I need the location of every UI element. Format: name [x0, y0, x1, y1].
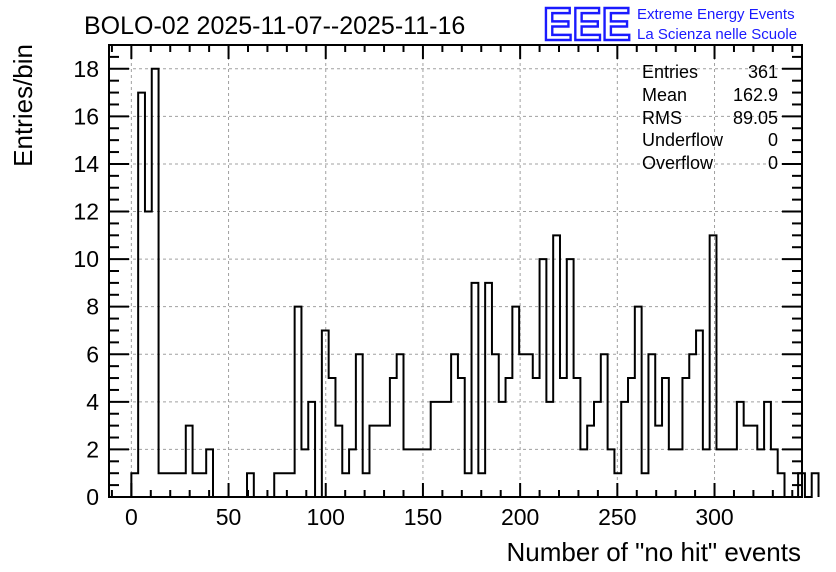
logo-line-2: La Scienza nelle Scuole — [637, 26, 797, 43]
x-axis-label: Number of "no hit" events — [507, 537, 802, 567]
stats-box: Entries 361 Mean 162.9 RMS 89.05 Underfl… — [642, 62, 778, 173]
stats-label-underflow: Underflow — [642, 130, 724, 150]
y-tick-label: 6 — [86, 341, 99, 367]
y-tick-label: 16 — [73, 103, 99, 129]
y-tick-label: 10 — [73, 246, 99, 272]
grid-layer — [109, 45, 802, 497]
stats-value-entries: 361 — [748, 62, 778, 82]
stats-label-entries: Entries — [642, 62, 698, 82]
tick-labels-layer: 0 50 100 150 200 250 300 0 2 4 6 8 10 12 14 16 18 — [73, 56, 733, 530]
y-tick-label: 0 — [86, 484, 99, 510]
logo-line-1: Extreme Energy Events — [637, 6, 795, 23]
y-tick-label: 8 — [86, 294, 99, 320]
logo-mark: EEE — [543, 0, 631, 50]
stats-value-rms: 89.05 — [733, 108, 778, 128]
chart-title: BOLO-02 2025-11-07--2025-11-16 — [84, 12, 465, 40]
ticks-layer — [109, 44, 802, 498]
stats-value-overflow: 0 — [768, 153, 778, 173]
y-tick-label: 18 — [73, 56, 99, 82]
y-tick-label: 14 — [73, 151, 99, 177]
x-tick-label: 0 — [125, 504, 138, 530]
stats-label-overflow: Overflow — [642, 153, 714, 173]
y-tick-label: 12 — [73, 199, 99, 225]
x-tick-label: 250 — [598, 504, 636, 530]
stats-value-underflow: 0 — [768, 130, 778, 150]
x-tick-label: 300 — [695, 504, 733, 530]
x-tick-label: 50 — [216, 504, 242, 530]
stats-value-mean: 162.9 — [733, 85, 778, 105]
stats-label-rms: RMS — [642, 108, 682, 128]
stats-label-mean: Mean — [642, 85, 687, 105]
plot-frame — [108, 44, 803, 498]
x-tick-label: 150 — [404, 504, 442, 530]
eee-logo: EEE Extreme Energy Events La Scienza nel… — [542, 0, 797, 51]
y-tick-label: 2 — [86, 436, 99, 462]
x-tick-label: 100 — [307, 504, 345, 530]
y-axis-label: Entries/bin — [8, 44, 38, 167]
y-tick-label: 4 — [86, 389, 99, 415]
x-tick-label: 200 — [501, 504, 539, 530]
